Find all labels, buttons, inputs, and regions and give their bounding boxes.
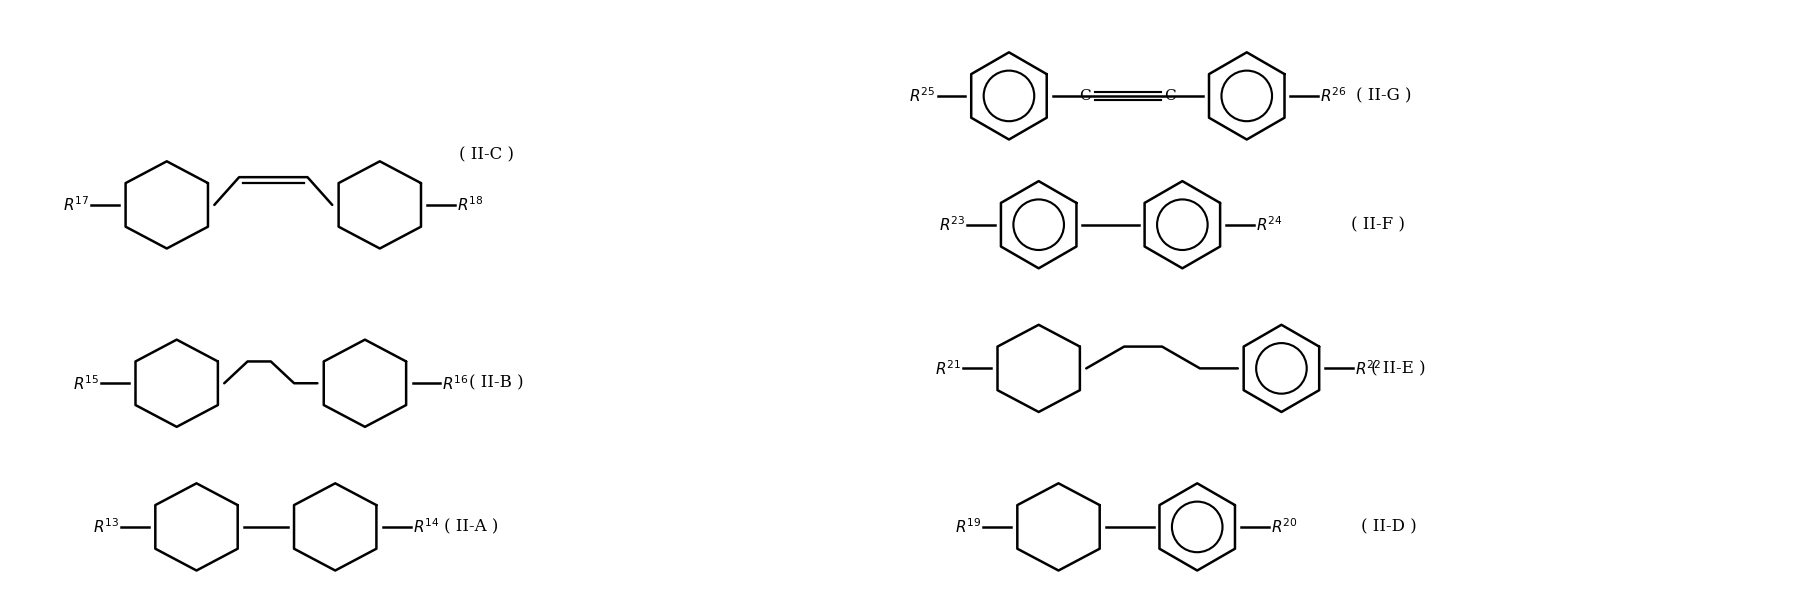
Text: $R^{16}$: $R^{16}$ bbox=[442, 374, 468, 393]
Text: ( II-D ): ( II-D ) bbox=[1361, 518, 1416, 535]
Text: C: C bbox=[1079, 89, 1091, 103]
Text: C: C bbox=[1165, 89, 1176, 103]
Text: $R^{19}$: $R^{19}$ bbox=[955, 518, 982, 536]
Text: ( II-C ): ( II-C ) bbox=[460, 147, 513, 164]
Text: $R^{15}$: $R^{15}$ bbox=[74, 374, 99, 393]
Text: $R^{21}$: $R^{21}$ bbox=[935, 359, 962, 378]
Text: $R^{13}$: $R^{13}$ bbox=[93, 518, 118, 536]
Text: ( II-E ): ( II-E ) bbox=[1371, 360, 1425, 377]
Text: ( II-B ): ( II-B ) bbox=[468, 374, 524, 392]
Text: $R^{18}$: $R^{18}$ bbox=[458, 196, 483, 214]
Text: ( II-F ): ( II-F ) bbox=[1352, 216, 1405, 233]
Text: ( II-G ): ( II-G ) bbox=[1355, 88, 1411, 104]
Text: $R^{17}$: $R^{17}$ bbox=[63, 196, 90, 214]
Text: $R^{14}$: $R^{14}$ bbox=[413, 518, 440, 536]
Text: $R^{25}$: $R^{25}$ bbox=[910, 86, 935, 105]
Text: $R^{20}$: $R^{20}$ bbox=[1271, 518, 1298, 536]
Text: ( II-A ): ( II-A ) bbox=[443, 518, 499, 535]
Text: $R^{23}$: $R^{23}$ bbox=[939, 216, 966, 234]
Text: $R^{26}$: $R^{26}$ bbox=[1319, 86, 1346, 105]
Text: $R^{22}$: $R^{22}$ bbox=[1355, 359, 1380, 378]
Text: $R^{24}$: $R^{24}$ bbox=[1256, 216, 1282, 234]
